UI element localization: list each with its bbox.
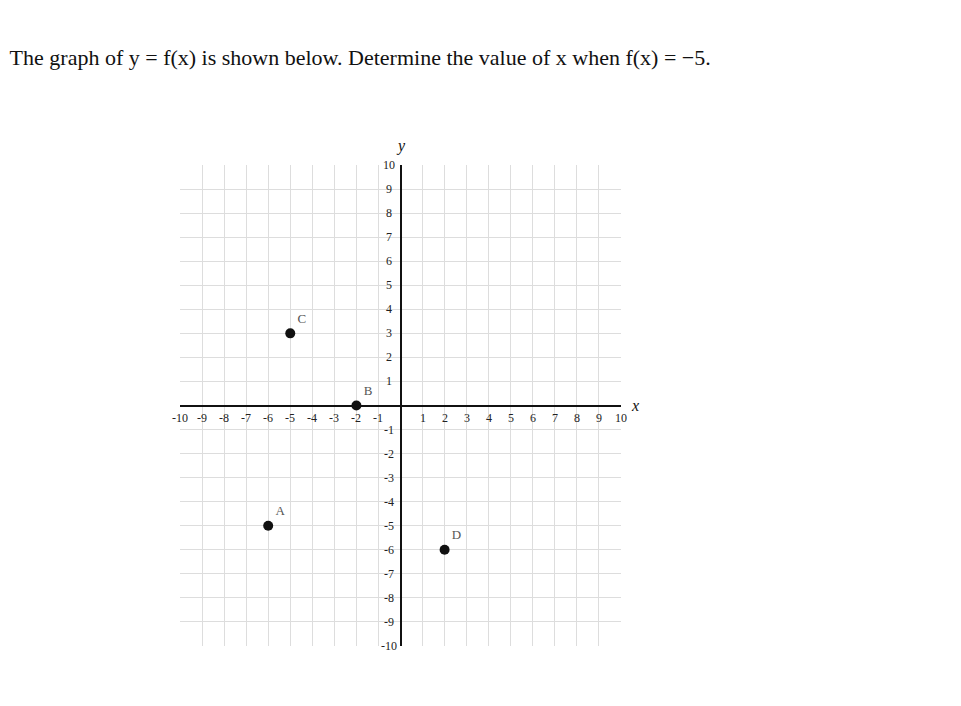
svg-text:-1: -1: [373, 411, 383, 425]
svg-text:9: 9: [386, 182, 392, 196]
svg-text:-7: -7: [384, 567, 394, 581]
svg-text:6: 6: [386, 254, 392, 268]
svg-text:2: 2: [442, 411, 448, 425]
svg-text:x: x: [631, 397, 639, 414]
svg-text:A: A: [275, 503, 285, 518]
svg-text:4: 4: [486, 411, 492, 425]
svg-text:-8: -8: [219, 411, 229, 425]
svg-text:6: 6: [530, 411, 536, 425]
svg-text:10: 10: [383, 158, 395, 172]
svg-text:-6: -6: [263, 411, 273, 425]
svg-text:-2: -2: [384, 447, 394, 461]
svg-text:D: D: [452, 527, 461, 542]
svg-text:C: C: [298, 311, 307, 326]
svg-text:-9: -9: [384, 615, 394, 629]
svg-text:B: B: [364, 383, 373, 398]
svg-text:3: 3: [464, 411, 470, 425]
svg-text:-5: -5: [285, 411, 295, 425]
svg-text:9: 9: [596, 411, 602, 425]
svg-text:10: 10: [615, 411, 627, 425]
svg-text:-6: -6: [384, 543, 394, 557]
svg-text:-5: -5: [384, 519, 394, 533]
svg-text:5: 5: [508, 411, 514, 425]
svg-text:4: 4: [386, 302, 392, 316]
svg-text:5: 5: [386, 278, 392, 292]
svg-text:-8: -8: [384, 591, 394, 605]
svg-text:-7: -7: [241, 411, 251, 425]
svg-text:-3: -3: [384, 471, 394, 485]
svg-text:7: 7: [386, 230, 392, 244]
svg-text:-4: -4: [307, 411, 317, 425]
svg-text:2: 2: [386, 350, 392, 364]
svg-text:-2: -2: [351, 411, 361, 425]
svg-text:8: 8: [574, 411, 580, 425]
svg-text:-1: -1: [384, 423, 394, 437]
svg-text:1: 1: [420, 411, 426, 425]
svg-text:The graph of y = f(x) is shown: The graph of y = f(x) is shown below. De…: [10, 45, 711, 70]
svg-text:-9: -9: [197, 411, 207, 425]
svg-text:y: y: [396, 137, 406, 155]
svg-text:-10: -10: [172, 411, 188, 425]
svg-text:3: 3: [386, 326, 392, 340]
svg-text:-3: -3: [329, 411, 339, 425]
svg-text:7: 7: [552, 411, 558, 425]
svg-text:1: 1: [386, 374, 392, 388]
svg-text:-10: -10: [381, 639, 397, 653]
svg-text:-4: -4: [384, 495, 394, 509]
svg-text:8: 8: [386, 206, 392, 220]
